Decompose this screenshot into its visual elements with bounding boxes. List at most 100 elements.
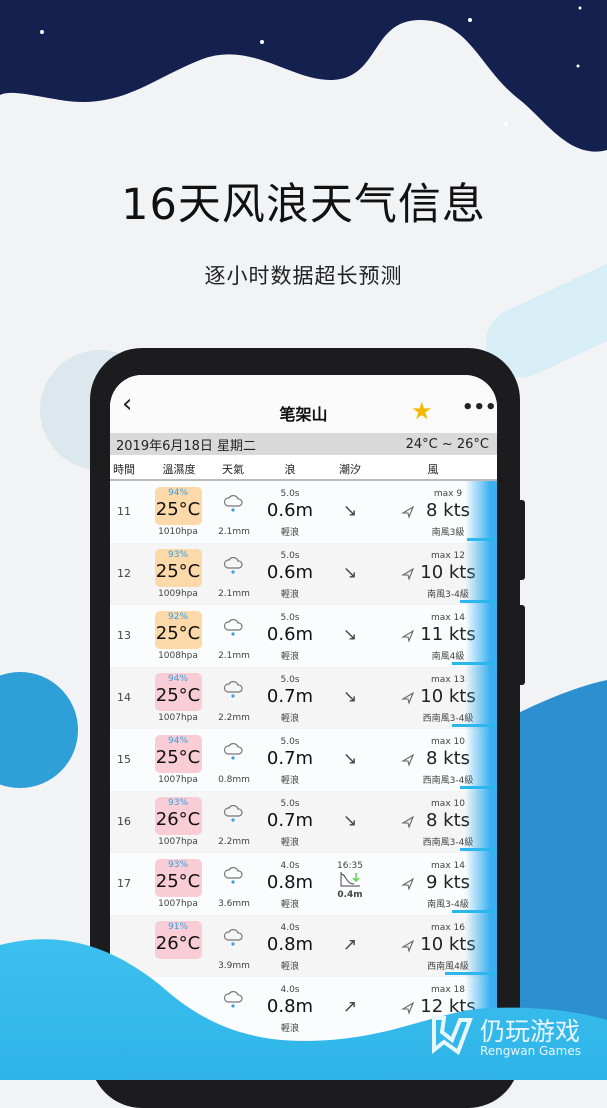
- table-row[interactable]: 15 94% 25°C 1007hpa 0.8mm 5.0s 0.7m 輕浪 ↘…: [110, 729, 497, 791]
- humidity: 94%: [167, 736, 189, 746]
- wave-desc: 輕浪: [280, 590, 300, 600]
- humidity: 94%: [167, 674, 189, 684]
- hour: 13: [117, 629, 131, 642]
- wind-speed: 8 kts: [425, 500, 471, 521]
- wind-speed: 8 kts: [425, 748, 471, 769]
- low-tide-icon: [340, 872, 360, 887]
- wind-level-bar: [459, 786, 497, 789]
- wind-direction-icon: [401, 815, 415, 832]
- tide-arrow-icon: ↗: [342, 935, 358, 955]
- promo-subtitle: 逐小时数据超长预测: [204, 264, 403, 288]
- wave-height: 0.7m: [266, 686, 314, 707]
- tide-arrow-icon: ↘: [342, 687, 358, 707]
- wind-speed: 10 kts: [420, 686, 476, 707]
- hour: 14: [117, 691, 131, 704]
- wind-max: max 10: [431, 737, 465, 747]
- temp-box: [155, 549, 202, 587]
- tide-height: 0.4m: [337, 890, 363, 900]
- wave-period: 5.0s: [280, 551, 300, 561]
- temp-range: 24°C ~ 26°C: [405, 436, 489, 452]
- wind-gradient: [465, 791, 497, 853]
- wind-gradient: [465, 853, 497, 915]
- rainfall: 2.1mm: [218, 527, 250, 537]
- forecast-list[interactable]: 11 94% 25°C 1010hpa 2.1mm 5.0s 0.6m 輕浪 ↘…: [110, 481, 497, 1039]
- rainfall: 0.8mm: [218, 775, 250, 785]
- tide-arrow-icon: ↘: [342, 563, 358, 583]
- col-wave: 浪: [284, 463, 296, 476]
- table-row[interactable]: 13 92% 25°C 1008hpa 2.1mm 5.0s 0.6m 輕浪 ↘…: [110, 605, 497, 667]
- wave-desc: 輕浪: [280, 714, 300, 724]
- wind-level-bar: [444, 972, 497, 975]
- rain-cloud-icon: [223, 617, 245, 642]
- wind-desc: 西南風3-4級: [422, 776, 474, 786]
- wave-desc: 輕浪: [280, 776, 300, 786]
- wave-height: 0.8m: [266, 934, 314, 955]
- tide-arrow-icon: ↘: [342, 749, 358, 769]
- wave-desc: 輕浪: [280, 962, 300, 972]
- wind-level-bar: [459, 848, 497, 851]
- table-row[interactable]: 16 93% 26°C 1007hpa 2.2mm 5.0s 0.7m 輕浪 ↘…: [110, 791, 497, 853]
- wave-period: 5.0s: [280, 613, 300, 623]
- temperature: 25°C: [155, 623, 201, 644]
- table-row[interactable]: 91% 26°C 3.9mm 4.0s 0.8m 輕浪 ↗ max 16 10 …: [110, 915, 497, 977]
- watermark-cn: 仍玩游戏: [480, 1017, 581, 1046]
- wind-level-bar: [467, 538, 497, 541]
- rain-cloud-icon: [223, 803, 245, 828]
- wave-period: 4.0s: [280, 861, 300, 871]
- wind-max: max 10: [431, 799, 465, 809]
- phone-side-button: [517, 500, 525, 580]
- humidity: 93%: [167, 860, 189, 870]
- wind-direction-icon: [401, 691, 415, 708]
- table-row[interactable]: 12 93% 25°C 1009hpa 2.1mm 5.0s 0.6m 輕浪 ↘…: [110, 543, 497, 605]
- humidity: 91%: [167, 922, 189, 932]
- wave-height: 0.7m: [266, 748, 314, 769]
- rainfall: 3.6mm: [218, 899, 250, 909]
- wind-speed: 11 kts: [420, 624, 476, 645]
- watermark-logo: 仍玩游戏 Rengwan Games: [430, 1012, 581, 1060]
- rain-cloud-icon: [223, 989, 245, 1014]
- rain-cloud-icon: [223, 555, 245, 580]
- wave-period: 5.0s: [280, 799, 300, 809]
- rain-cloud-icon: [223, 865, 245, 890]
- temperature: 25°C: [155, 871, 201, 892]
- rainfall: 2.1mm: [218, 589, 250, 599]
- wind-direction-icon: [401, 877, 415, 894]
- column-headers: 時間 溫濕度 天氣 浪 潮汐 風: [110, 455, 497, 481]
- more-icon[interactable]: •••: [462, 397, 497, 418]
- pressure: 1010hpa: [158, 527, 198, 537]
- wind-max: max 14: [431, 613, 465, 623]
- back-icon[interactable]: ‹: [122, 389, 133, 419]
- table-row[interactable]: 14 94% 25°C 1007hpa 2.2mm 5.0s 0.7m 輕浪 ↘…: [110, 667, 497, 729]
- wind-speed: 9 kts: [425, 872, 471, 893]
- temperature: 25°C: [155, 499, 201, 520]
- wave-desc: 輕浪: [280, 838, 300, 848]
- col-temp-humidity: 溫濕度: [162, 463, 196, 476]
- phone-side-button: [517, 605, 525, 685]
- rain-cloud-icon: [223, 741, 245, 766]
- wave-desc: 輕浪: [280, 1024, 300, 1034]
- wave-height: 0.6m: [266, 624, 314, 645]
- app-screen: ‹ 笔架山 ★ ••• 2019年6月18日 星期二 24°C ~ 26°C 時…: [110, 375, 497, 1080]
- col-weather: 天氣: [222, 463, 244, 476]
- humidity: 93%: [167, 550, 189, 560]
- wave-period: 5.0s: [280, 737, 300, 747]
- table-row[interactable]: 11 94% 25°C 1010hpa 2.1mm 5.0s 0.6m 輕浪 ↘…: [110, 481, 497, 543]
- temperature: 26°C: [155, 809, 201, 830]
- wind-direction-icon: [401, 753, 415, 770]
- rengwan-logo-icon: [432, 1016, 473, 1056]
- wind-gradient: [465, 543, 497, 605]
- wind-desc: 西南風3-4級: [422, 714, 474, 724]
- wind-speed: 10 kts: [420, 562, 476, 583]
- rain-cloud-icon: [223, 679, 245, 704]
- rainfall: 2.2mm: [218, 713, 250, 723]
- temp-box: [155, 983, 202, 1021]
- tide-arrow-icon: ↘: [342, 501, 358, 521]
- pressure: 1007hpa: [158, 713, 198, 723]
- wave-desc: 輕浪: [280, 900, 300, 910]
- temp-box: [155, 797, 202, 835]
- table-row[interactable]: 17 93% 25°C 1007hpa 3.6mm 4.0s 0.8m 輕浪 1…: [110, 853, 497, 915]
- favorite-star-icon[interactable]: ★: [411, 397, 433, 425]
- temperature: 26°C: [155, 933, 201, 954]
- wave-height: 0.6m: [266, 562, 314, 583]
- temp-box: [155, 735, 202, 773]
